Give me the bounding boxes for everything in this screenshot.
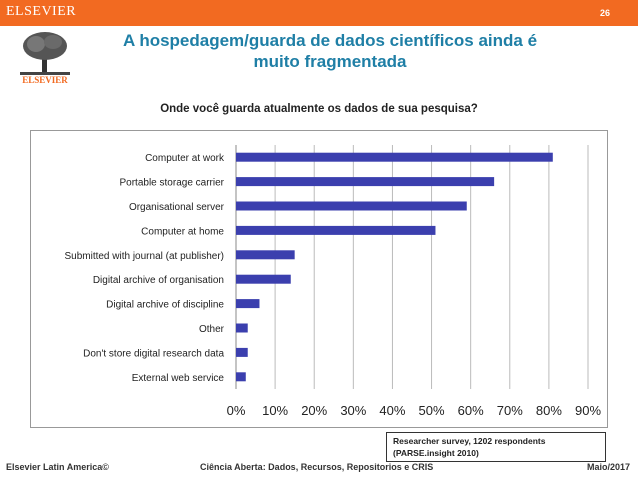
category-label: Don't store digital research data: [83, 348, 224, 359]
survey-note: Researcher survey, 1202 respondents (PAR…: [386, 432, 606, 462]
category-label: Computer at work: [145, 153, 225, 164]
chart-question: Onde você guarda atualmente os dados de …: [160, 103, 478, 115]
category-label: Portable storage carrier: [120, 178, 225, 189]
x-tick-label: 20%: [301, 403, 327, 418]
x-tick-label: 50%: [419, 403, 445, 418]
x-tick-label: 40%: [379, 403, 405, 418]
bar: [236, 323, 248, 333]
footer-right: Maio/2017: [586, 462, 630, 472]
title-line-2: muito fragmentada: [253, 52, 407, 71]
x-tick-label: 90%: [575, 403, 601, 418]
survey-note-line-1: Researcher survey, 1202 respondents: [393, 436, 546, 446]
x-tick-label: 80%: [536, 403, 562, 418]
title-line-1: A hospedagem/guarda de dados científicos…: [122, 31, 538, 50]
x-tick-label: 70%: [497, 403, 523, 418]
top-bar: ELSEVIER 26: [0, 0, 638, 26]
category-label: External web service: [132, 373, 225, 384]
x-tick-label: 0%: [227, 403, 246, 418]
category-label: Submitted with journal (at publisher): [64, 251, 224, 262]
chart-container: 0% 10% 20% 30% 40% 50% 60% 70% 80% 90% Computer at…: [30, 130, 608, 428]
bar: [236, 225, 436, 235]
bar: [236, 177, 495, 187]
bar: [236, 250, 295, 260]
slide-number: 26: [599, 8, 610, 18]
bar-chart: 0% 10% 20% 30% 40% 50% 60% 70% 80% 90% Computer at…: [64, 145, 601, 418]
category-label: Digital archive of discipline: [106, 300, 224, 311]
x-tick-label: 30%: [340, 403, 366, 418]
bar: [236, 274, 291, 284]
bar: [236, 372, 246, 382]
footer-center: Ciência Aberta: Dados, Recursos, Reposit…: [200, 462, 434, 472]
bar: [236, 152, 553, 162]
category-label: Computer at home: [141, 226, 224, 237]
category-label: Other: [199, 324, 225, 335]
x-tick-label: 60%: [458, 403, 484, 418]
x-tick-label: 10%: [262, 403, 288, 418]
logo-wordmark: ELSEVIER: [22, 75, 68, 85]
bar: [236, 347, 248, 357]
elsevier-tree-logo-icon: [18, 30, 72, 86]
slide-title: A hospedagem/guarda de dados científicos…: [40, 30, 620, 72]
bar: [236, 299, 260, 309]
category-label: Digital archive of organisation: [93, 275, 224, 286]
footer-left: Elsevier Latin America©: [6, 462, 109, 472]
survey-note-line-2: (PARSE.insight 2010): [393, 448, 479, 458]
brand-name: ELSEVIER: [6, 4, 77, 19]
bar: [236, 201, 467, 211]
category-label: Organisational server: [129, 202, 225, 213]
